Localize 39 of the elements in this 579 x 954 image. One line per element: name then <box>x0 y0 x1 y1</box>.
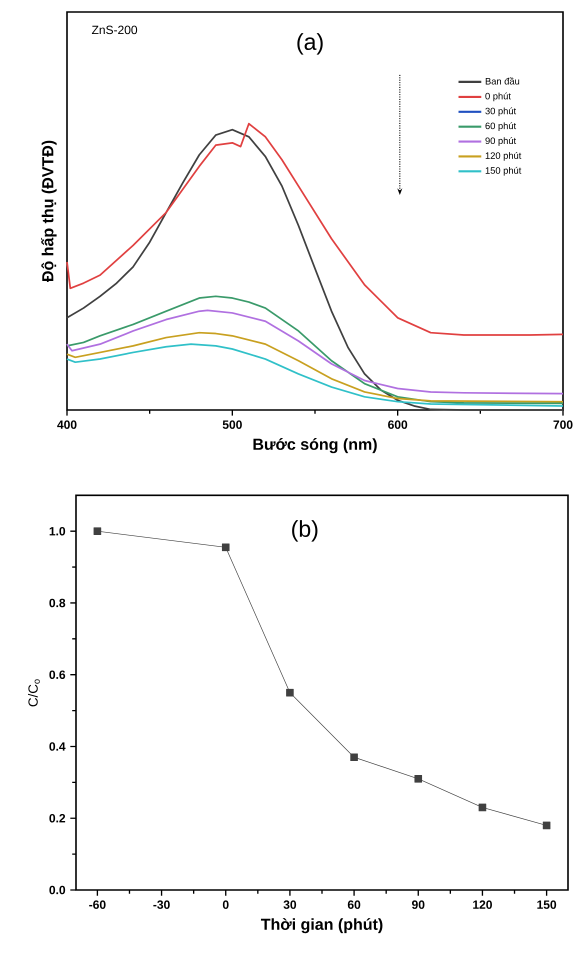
x-tick-label: 0 <box>222 900 229 909</box>
point <box>478 804 486 812</box>
point <box>542 822 550 830</box>
y-tick-label: 0.0 <box>49 886 66 894</box>
y-tick-label: 0.4 <box>49 742 66 751</box>
text: (a) <box>297 33 323 55</box>
legend-label: 150 phút <box>486 166 522 176</box>
legend-label: Ban đầu <box>486 77 520 85</box>
x-axis-title: Bước sóng (nm) <box>253 438 377 454</box>
legend-label: 60 phút <box>485 122 516 132</box>
x-tick-label: 120 <box>473 900 492 909</box>
x-tick-label: -30 <box>153 900 170 909</box>
point <box>222 544 230 552</box>
point <box>350 753 358 762</box>
y-tick-label: 0.6 <box>49 670 66 679</box>
x-axis-title: Thời gian (phút) <box>260 918 382 934</box>
x-tick-label: 400 <box>57 420 77 429</box>
text: ZnS-200 <box>92 26 138 34</box>
legend-label: 30 phút <box>485 107 516 116</box>
x-tick-label: 30 <box>284 900 296 909</box>
x-tick-label: -60 <box>89 900 106 909</box>
point <box>94 527 102 536</box>
y-axis-title: Độ hấp thụ (ĐVTĐ) <box>40 140 57 282</box>
x-tick-label: 150 <box>537 900 556 909</box>
legend-label: 120 phút <box>486 152 522 161</box>
x-tick-label: 60 <box>348 900 360 909</box>
y-tick-label: 1.0 <box>50 526 66 536</box>
legend-label: 90 phút <box>485 137 516 146</box>
annotation: (b) <box>292 520 318 542</box>
y-tick-label: 0.2 <box>49 814 66 822</box>
x-tick-label: 600 <box>388 420 408 429</box>
x-tick-label: 700 <box>554 420 573 429</box>
point <box>286 688 294 696</box>
y-axis-title: C/C$_{o}$ <box>28 679 40 706</box>
y-tick-label: 0.8 <box>49 598 66 608</box>
x-tick-label: 90 <box>412 900 424 909</box>
x-tick-label: 500 <box>222 420 242 429</box>
point <box>414 774 422 783</box>
legend-label: 0 phút <box>485 92 511 102</box>
